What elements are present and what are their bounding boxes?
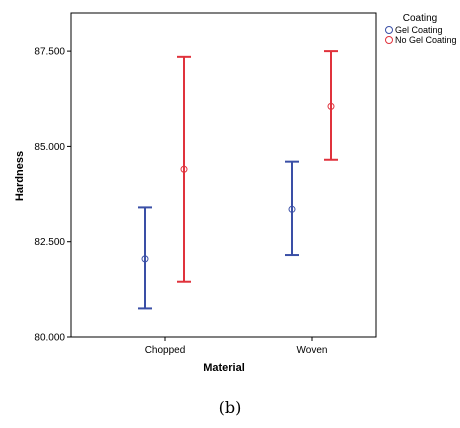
legend-title: Coating [403,13,437,24]
mean-point [288,205,296,213]
error-bar-woven-series-1 [285,160,299,257]
y-axis-title: Hardness [14,151,26,201]
y-tick-label: 87.500 [34,47,65,58]
legend-label-series-1: Gel Coating [395,25,443,35]
y-tick-label: 85.000 [34,142,65,153]
x-axis-title: Material [203,362,245,374]
mean-point [180,165,188,173]
mean-point [327,102,335,110]
x-axis: Chopped Woven [145,337,328,356]
y-tick-label: 80.000 [34,333,65,344]
mean-point [141,255,149,263]
x-tick-label-chopped: Chopped [145,345,186,356]
error-bar-chart: 80.000 82.500 85.000 87.500 Chopped Woven Ha… [14,12,457,374]
legend-label-series-2: No Gel Coating [395,35,457,45]
legend-marker-series-1 [385,26,393,34]
y-tick-label: 82.500 [34,237,65,248]
figure-caption: (b) [218,398,242,417]
error-bar-chopped-series-2 [177,55,191,283]
error-bars [138,50,338,310]
error-bar-chopped-series-1 [138,206,152,310]
y-axis: 80.000 82.500 85.000 87.500 [34,47,71,344]
plot-frame [70,12,377,338]
x-tick-label-woven: Woven [297,345,328,356]
legend-marker-series-2 [385,36,393,44]
error-bar-woven-series-2 [324,50,338,161]
